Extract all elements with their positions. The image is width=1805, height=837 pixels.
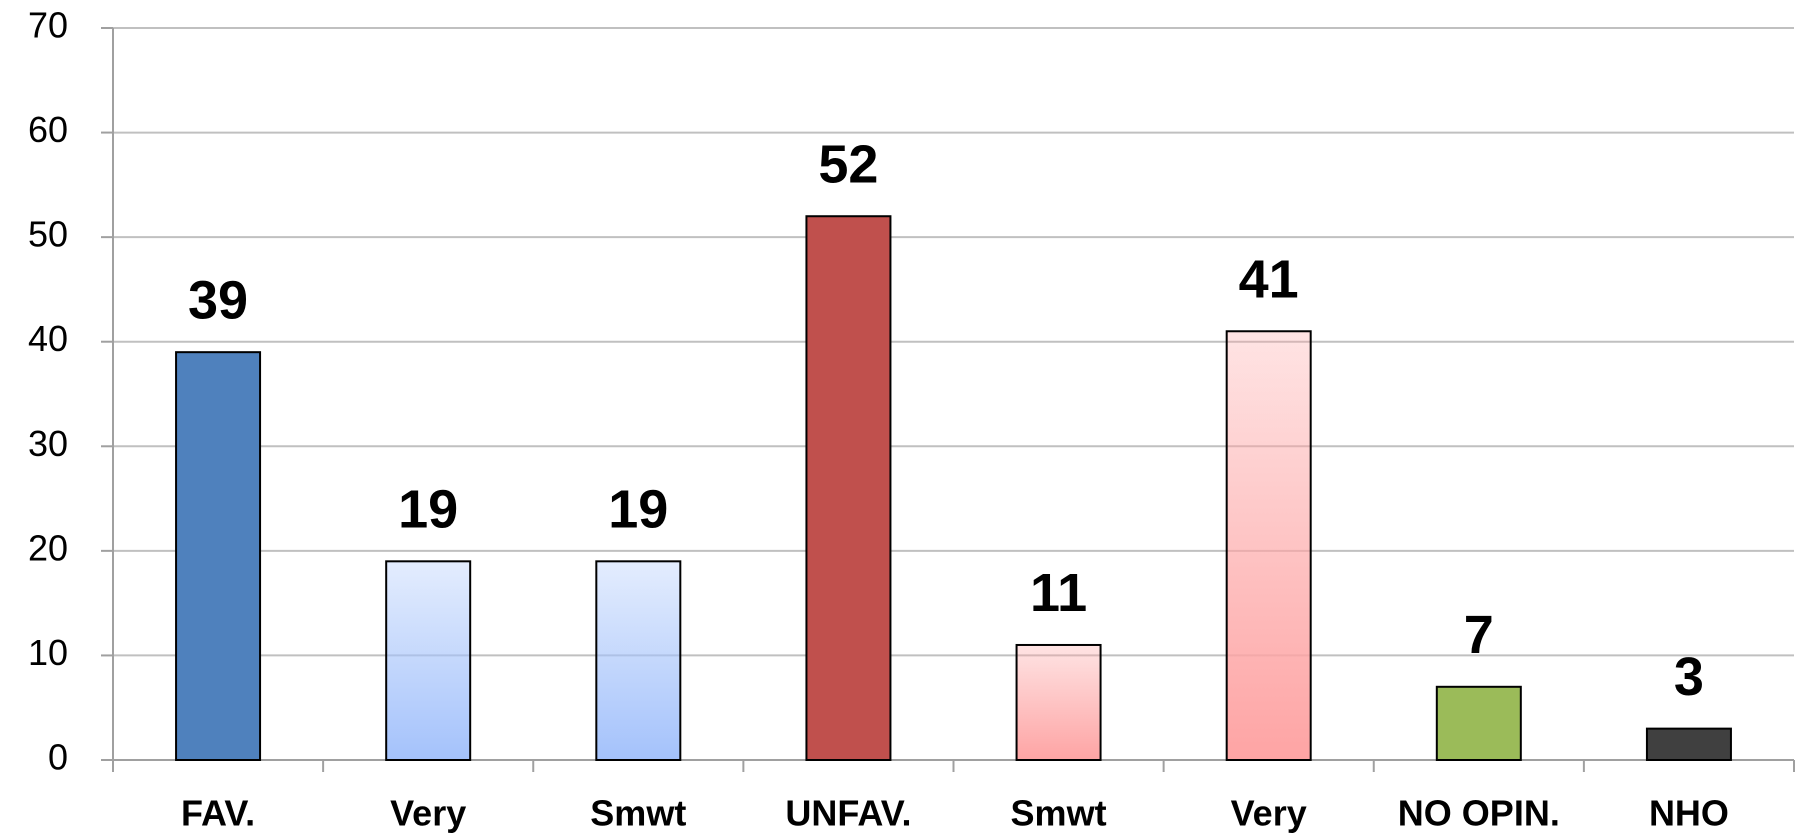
bar	[385, 560, 472, 761]
x-tick-label: Very	[390, 793, 466, 834]
x-tick-label: Smwt	[1011, 793, 1107, 834]
y-tick-label: 70	[28, 5, 68, 46]
bar	[805, 215, 892, 761]
x-tick-label: NHO	[1649, 793, 1729, 834]
value-label: 41	[1239, 250, 1299, 310]
value-label: 19	[398, 480, 458, 540]
y-tick-label: 60	[28, 109, 68, 150]
bar	[1645, 727, 1732, 762]
y-tick-label: 30	[28, 423, 68, 464]
x-tick-label: Smwt	[590, 793, 686, 834]
y-tick-label: 10	[28, 632, 68, 673]
bar	[595, 560, 682, 761]
value-label: 11	[1030, 563, 1087, 623]
value-label: 19	[608, 480, 668, 540]
x-tick-label: NO OPIN.	[1398, 793, 1560, 834]
x-tick-label: FAV.	[181, 793, 255, 834]
value-label: 7	[1464, 605, 1494, 665]
y-tick-label: 50	[28, 214, 68, 255]
value-label: 3	[1674, 647, 1704, 707]
y-tick-label: 0	[48, 737, 68, 778]
x-tick-label: Very	[1231, 793, 1307, 834]
bar	[175, 351, 262, 761]
bar	[1435, 685, 1522, 761]
x-tick-label: UNFAV.	[785, 793, 911, 834]
bar	[1015, 643, 1102, 762]
value-label: 52	[818, 134, 878, 194]
y-tick-label: 40	[28, 318, 68, 359]
value-label: 39	[188, 270, 248, 330]
y-tick-label: 20	[28, 527, 68, 568]
bar	[1225, 330, 1312, 761]
